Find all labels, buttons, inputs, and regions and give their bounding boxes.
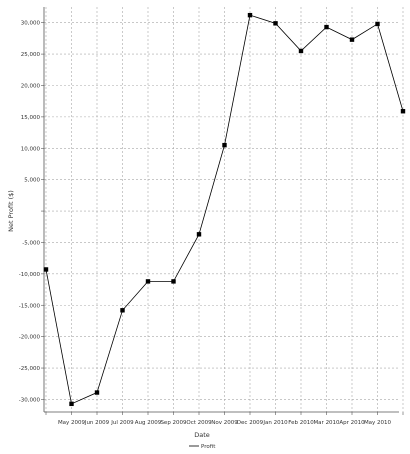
legend: Profit bbox=[189, 444, 216, 450]
x-tick-label: Jan 2010 bbox=[262, 420, 288, 426]
y-tick-label: 25,000 bbox=[21, 52, 41, 58]
x-tick-label: Dec 2009 bbox=[237, 420, 264, 426]
x-tick-label: Oct 2009 bbox=[186, 420, 212, 426]
y-axis-title: Net Profit ($) bbox=[7, 190, 15, 232]
x-tick-label: Sep 2009 bbox=[160, 420, 187, 426]
data-point-marker bbox=[375, 21, 380, 27]
data-point-marker bbox=[94, 390, 100, 395]
data-point-marker bbox=[69, 401, 74, 407]
data-point-marker bbox=[400, 109, 406, 114]
x-tick-label: Nov 2009 bbox=[211, 420, 238, 426]
axes bbox=[41, 7, 404, 415]
x-tick-label: Mar 2010 bbox=[313, 420, 340, 426]
y-tick-labels: 30,000 25,000 20,000 15,000 10,000 5,000 -5,00… bbox=[19, 21, 41, 404]
x-tick-label: Jun 2009 bbox=[84, 420, 110, 426]
y-tick-label: -5,000 bbox=[22, 240, 40, 246]
data-point-marker bbox=[196, 232, 202, 237]
data-point-marker bbox=[171, 279, 176, 284]
data-point-marker bbox=[120, 308, 125, 313]
x-tick-label: Feb 2010 bbox=[288, 420, 314, 426]
data-point-marker bbox=[43, 267, 49, 272]
y-tick-label: 10,000 bbox=[21, 146, 41, 152]
x-tick-label: May 2010 bbox=[364, 420, 392, 426]
x-tick-label: Aug 2009 bbox=[135, 420, 162, 426]
legend-label-profit: Profit bbox=[201, 444, 216, 450]
series-profit bbox=[43, 12, 406, 407]
y-tick-label: 15,000 bbox=[21, 115, 41, 121]
y-tick-label: -20,000 bbox=[19, 335, 41, 341]
x-tick-label: Jul 2009 bbox=[110, 420, 134, 426]
data-point-marker bbox=[298, 48, 304, 54]
data-point-marker bbox=[324, 24, 329, 30]
grid-lines bbox=[44, 7, 404, 412]
y-tick-label: -25,000 bbox=[19, 366, 41, 372]
x-tick-labels: May 2009 Jun 2009 Jul 2009 Aug 2009 Sep 2009… bbox=[58, 420, 392, 426]
data-point-marker bbox=[222, 142, 227, 148]
y-tick-label: 30,000 bbox=[21, 21, 41, 27]
data-point-marker bbox=[145, 279, 151, 284]
x-tick-label: Apr 2010 bbox=[339, 420, 365, 426]
series-line bbox=[45, 14, 404, 405]
data-point-marker bbox=[273, 21, 278, 26]
data-point-marker bbox=[247, 12, 253, 18]
data-point-marker bbox=[349, 37, 355, 42]
y-tick-label: -30,000 bbox=[19, 397, 41, 403]
y-tick-label: 5,000 bbox=[24, 178, 40, 184]
y-tick-label: -10,000 bbox=[19, 272, 41, 278]
y-tick-label: 20,000 bbox=[21, 83, 41, 89]
x-tick-label: May 2009 bbox=[58, 420, 86, 426]
y-tick-label: -15,000 bbox=[19, 303, 41, 309]
x-axis-title: Date bbox=[194, 431, 210, 439]
